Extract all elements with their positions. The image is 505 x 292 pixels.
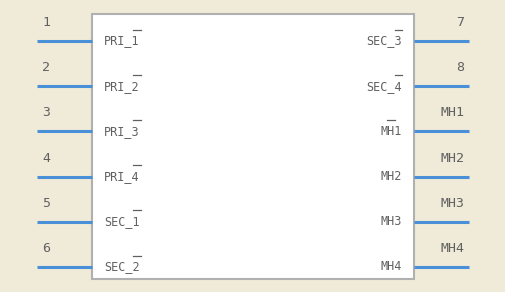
Text: 1: 1 bbox=[42, 16, 50, 29]
Text: MH2: MH2 bbox=[439, 152, 463, 165]
Bar bbox=[92, 14, 413, 279]
Text: MH3: MH3 bbox=[439, 197, 463, 210]
Text: MH4: MH4 bbox=[439, 242, 463, 255]
Text: PRI_2: PRI_2 bbox=[104, 80, 139, 93]
Text: PRI_1: PRI_1 bbox=[104, 34, 139, 48]
Text: MH1: MH1 bbox=[380, 125, 401, 138]
Text: SEC_3: SEC_3 bbox=[366, 34, 401, 48]
Text: MH4: MH4 bbox=[380, 260, 401, 274]
Text: PRI_4: PRI_4 bbox=[104, 170, 139, 183]
Text: MH3: MH3 bbox=[380, 215, 401, 228]
Text: MH2: MH2 bbox=[380, 170, 401, 183]
Text: SEC_1: SEC_1 bbox=[104, 215, 139, 228]
Text: 2: 2 bbox=[42, 61, 50, 74]
Text: SEC_2: SEC_2 bbox=[104, 260, 139, 274]
Text: MH1: MH1 bbox=[439, 106, 463, 119]
Text: 8: 8 bbox=[455, 61, 463, 74]
Text: 6: 6 bbox=[42, 242, 50, 255]
Text: 5: 5 bbox=[42, 197, 50, 210]
Text: PRI_3: PRI_3 bbox=[104, 125, 139, 138]
Text: SEC_4: SEC_4 bbox=[366, 80, 401, 93]
Text: 7: 7 bbox=[455, 16, 463, 29]
Text: 3: 3 bbox=[42, 106, 50, 119]
Text: 4: 4 bbox=[42, 152, 50, 165]
